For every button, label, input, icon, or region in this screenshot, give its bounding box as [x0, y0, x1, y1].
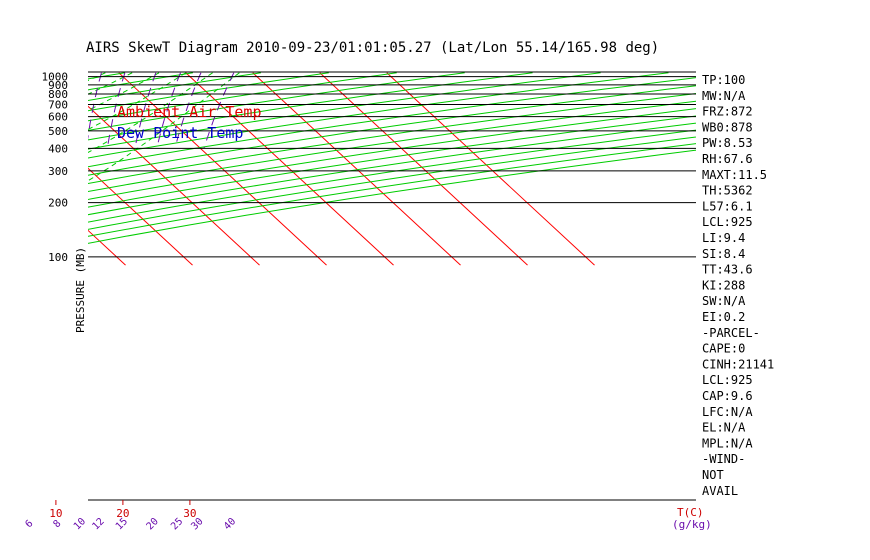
dry-adiabat-line — [88, 72, 193, 91]
y-tick-label: 600 — [48, 111, 68, 124]
mixing-ratio-line — [24, 73, 32, 149]
index-label: -WIND- — [702, 452, 745, 466]
y-tick-label: 700 — [48, 99, 68, 112]
y-axis-label: PRESSURE (MB) — [74, 247, 87, 333]
index-label: MPL:N/A — [702, 436, 753, 450]
moist-adiabat-line — [0, 73, 52, 203]
isotherm-line — [88, 167, 193, 266]
dry-adiabat-line — [88, 77, 696, 168]
legend-ambient-air-temp: Ambient Air Temp — [117, 103, 262, 121]
index-label: L57:6.1 — [702, 199, 753, 213]
dry-adiabat-line — [88, 129, 696, 223]
index-label: EI:0.2 — [702, 310, 745, 324]
isotherm-line — [386, 72, 595, 266]
index-label: TP:100 — [702, 73, 745, 87]
index-label: MW:N/A — [702, 89, 746, 103]
chart-title: AIRS SkewT Diagram 2010-09-23/01:01:05.2… — [86, 40, 659, 56]
isotherm-line — [252, 72, 461, 266]
mixing-ratio-line — [70, 73, 83, 149]
index-label: SI:8.4 — [702, 247, 745, 261]
index-label: CINH:21141 — [702, 357, 774, 371]
index-label: KI:288 — [702, 278, 745, 292]
index-label: TT:43.6 — [702, 263, 753, 277]
dry-adiabat-line — [88, 122, 696, 216]
dry-adiabat-line — [88, 93, 696, 184]
y-tick-label: 200 — [48, 197, 68, 210]
dry-adiabat-line — [88, 136, 696, 230]
y-tick-label: 900 — [48, 79, 68, 92]
index-label: AVAIL — [702, 484, 738, 498]
index-label: CAP:9.6 — [702, 389, 753, 403]
isotherm-line — [88, 229, 126, 266]
index-label: WB0:878 — [702, 120, 753, 134]
index-label: FRZ:872 — [702, 105, 753, 119]
isotherm-line — [88, 105, 260, 266]
y-tick-label: 300 — [48, 165, 68, 178]
mixing-ratio-tick-label: 8 — [52, 518, 64, 530]
index-label: MAXT:11.5 — [702, 168, 767, 182]
mixing-ratio-tick-label: 20 — [145, 516, 161, 532]
dry-adiabat-line — [88, 72, 329, 112]
y-tick-label: 800 — [48, 88, 68, 101]
y-tick-label: 500 — [48, 125, 68, 138]
mixing-ratio-tick-label: 10 — [72, 516, 88, 532]
moist-adiabat-line — [88, 72, 187, 131]
index-label: -PARCEL- — [702, 326, 760, 340]
x-tick-label: 30 — [183, 507, 196, 520]
x-tick-label: 20 — [116, 507, 129, 520]
dry-adiabat-line — [88, 72, 261, 101]
index-label: NOT — [702, 468, 724, 482]
index-label: LFC:N/A — [702, 405, 753, 419]
dry-adiabat-line — [88, 85, 696, 176]
dry-adiabat-line — [88, 72, 669, 159]
y-tick-label: 100 — [48, 251, 68, 264]
isotherm-line — [319, 72, 528, 266]
mixing-ratio-unit-label: (g/kg) — [672, 518, 712, 531]
y-tick-label: 1000 — [42, 71, 69, 84]
isotherm-line — [118, 72, 327, 266]
dry-adiabat-line — [88, 72, 397, 122]
x-axis-label: T(C) — [677, 506, 704, 519]
dry-adiabat-line — [88, 108, 696, 200]
index-label: TH:5362 — [702, 184, 753, 198]
moist-adiabat-line — [88, 72, 213, 154]
dry-adiabat-line — [88, 149, 696, 244]
index-label: RH:67.6 — [702, 152, 753, 166]
legend-dew-point-temp: Dew Point Temp — [117, 124, 243, 142]
mixing-ratio-tick-label: 40 — [222, 516, 238, 532]
index-label: SW:N/A — [702, 294, 746, 308]
index-label: CAPE:0 — [702, 342, 745, 356]
dry-adiabat-line — [88, 72, 465, 131]
mixing-ratio-tick-label: 12 — [90, 516, 106, 532]
index-label: LCL:925 — [702, 373, 753, 387]
index-label: PW:8.53 — [702, 136, 753, 150]
mixing-ratio-line — [106, 72, 126, 149]
moist-adiabat-line — [0, 73, 25, 203]
index-label: LI:9.4 — [702, 231, 745, 245]
dry-adiabat-line — [88, 72, 601, 150]
moist-adiabat-line — [88, 72, 240, 182]
dry-adiabat-line — [88, 100, 696, 193]
index-label: LCL:925 — [702, 215, 753, 229]
x-tick-label: 10 — [49, 507, 62, 520]
mixing-ratio-line — [88, 72, 102, 140]
dry-adiabat-line — [88, 115, 696, 208]
index-label: EL:N/A — [702, 421, 746, 435]
dry-adiabat-line — [88, 72, 533, 141]
ambient-air-temp-series-line — [0, 77, 33, 257]
dry-adiabat-line — [88, 143, 696, 237]
mixing-ratio-tick-label: 6 — [23, 518, 35, 530]
y-tick-label: 400 — [48, 142, 68, 155]
